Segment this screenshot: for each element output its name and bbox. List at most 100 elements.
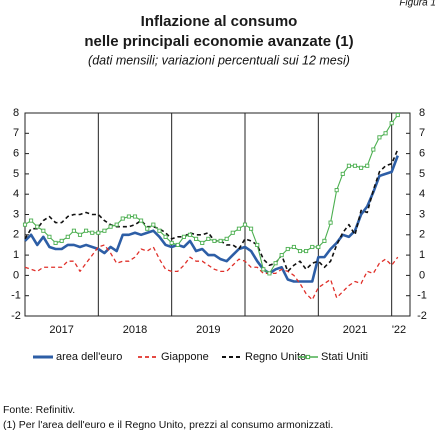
series-marker <box>96 230 101 235</box>
series-marker <box>71 228 76 233</box>
series-line <box>24 155 399 283</box>
series-marker <box>279 253 284 258</box>
series-marker <box>242 222 248 227</box>
y2-tick-label: 4 <box>419 188 425 200</box>
series-marker <box>84 228 89 233</box>
series-marker <box>255 242 260 248</box>
series-marker <box>102 228 107 233</box>
y2-tick-label: 8 <box>419 107 425 119</box>
series-marker <box>328 220 333 225</box>
series-marker <box>35 224 40 229</box>
figure-label: Figura 1 <box>399 0 436 9</box>
y2-tick-label: 0 <box>419 269 425 281</box>
series-marker <box>304 248 309 254</box>
series-marker <box>310 244 315 250</box>
series-marker <box>200 240 205 245</box>
series-marker <box>53 240 58 245</box>
series-marker <box>365 163 370 168</box>
plot-frame <box>24 112 411 317</box>
legend-label: Regno Unito <box>245 351 306 363</box>
series-marker <box>249 226 254 231</box>
x-tick-label: 2019 <box>196 324 220 336</box>
y-tick-label: 5 <box>13 168 19 180</box>
series-line <box>24 149 399 273</box>
series-marker <box>132 214 138 219</box>
series-marker <box>59 238 64 243</box>
series-marker <box>175 242 180 248</box>
series-marker <box>187 232 193 237</box>
series-marker <box>169 240 174 245</box>
series-marker <box>157 228 162 233</box>
y-tick-label: -2 <box>11 310 21 322</box>
y-tick-label: 1 <box>13 249 19 261</box>
y2-tick-label: 1 <box>419 249 425 261</box>
series-marker <box>230 230 235 235</box>
chart-subtitle: (dati mensili; variazioni percentuali su… <box>88 53 350 67</box>
legend-marker <box>305 354 311 360</box>
y-tick-label: -1 <box>11 290 21 302</box>
series-marker <box>389 121 394 126</box>
series-marker <box>151 222 156 227</box>
series-marker <box>377 135 382 140</box>
series-marker <box>316 244 321 250</box>
series-marker <box>322 238 327 243</box>
x-tick-label: 2018 <box>123 324 147 336</box>
series-line <box>24 244 399 301</box>
x-tick-label: 2020 <box>269 324 293 336</box>
y-tick-label: 4 <box>13 188 19 200</box>
series-marker <box>359 165 364 170</box>
series-marker <box>194 236 199 241</box>
series-marker <box>212 238 217 243</box>
series-marker <box>352 163 358 168</box>
series-marker <box>291 244 296 250</box>
series-marker <box>224 236 229 241</box>
y2-tick-label: 3 <box>419 208 425 220</box>
y-tick-label: 3 <box>13 208 19 220</box>
series-marker <box>236 226 241 231</box>
y-tick-label: 6 <box>13 148 19 160</box>
legend-label: Stati Uniti <box>321 351 368 363</box>
series-marker <box>120 216 125 221</box>
series-marker <box>47 234 52 239</box>
series-marker <box>297 248 303 254</box>
series-marker <box>22 222 28 227</box>
series-marker <box>340 171 345 176</box>
series-marker <box>41 228 46 233</box>
series-marker <box>108 224 113 229</box>
series-marker <box>267 271 272 276</box>
y-tick-label: 7 <box>13 127 19 139</box>
y2-tick-label: 6 <box>419 148 425 160</box>
series-marker <box>29 218 34 223</box>
series-marker <box>395 112 400 118</box>
series-marker <box>163 234 168 239</box>
series-marker <box>139 218 144 223</box>
series-marker <box>90 230 95 235</box>
series-marker <box>126 214 131 219</box>
y2-tick-label: 5 <box>419 168 425 180</box>
chart-title: Inflazione al consumo <box>141 13 298 30</box>
x-tick-label: 2017 <box>49 324 73 336</box>
y2-tick-label: 7 <box>419 127 425 139</box>
series-marker <box>334 188 339 193</box>
y2-tick-label: -1 <box>417 290 427 302</box>
x-tick-label: '22 <box>392 324 406 336</box>
series-marker <box>114 222 119 227</box>
series-line <box>24 114 399 274</box>
y-tick-label: 0 <box>13 269 19 281</box>
legend-label: Giappone <box>161 351 209 363</box>
y-tick-label: 8 <box>13 107 19 119</box>
y-tick-label: 2 <box>13 229 19 241</box>
y2-tick-label: -2 <box>417 310 427 322</box>
series-marker <box>65 234 70 239</box>
note: (1) Per l'area dell'euro e il Regno Unit… <box>3 419 333 431</box>
series-marker <box>77 232 83 237</box>
y2-tick-label: 2 <box>419 229 425 241</box>
series-marker <box>383 131 388 136</box>
series-marker <box>285 246 290 252</box>
legend-label: area dell'euro <box>56 351 122 363</box>
series-marker <box>145 226 150 231</box>
series-marker <box>206 236 211 241</box>
series-marker <box>218 238 223 243</box>
source: Fonte: Refinitiv. <box>3 404 75 416</box>
